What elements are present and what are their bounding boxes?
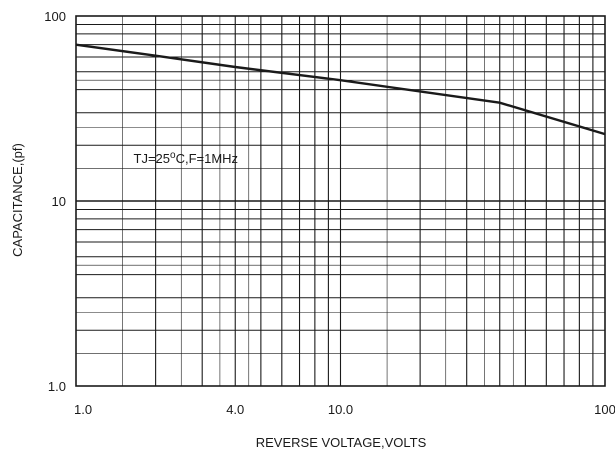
condition-annotation: TJ=25oC,F=1MHz <box>134 150 239 166</box>
capacitance-curve <box>75 43 606 136</box>
plot-frame <box>75 15 606 387</box>
annotation-degree: o <box>170 150 176 161</box>
series-layer <box>75 43 606 136</box>
y-tick-label: 100 <box>44 9 66 24</box>
y-tick-label: 10 <box>52 194 66 209</box>
x-tick-label: 4.0 <box>226 402 244 417</box>
annotation-suffix: C,F=1MHz <box>176 151 238 166</box>
grid <box>76 16 605 386</box>
tick-labels: 1.0 4.0 10.0 100 1.0 10 100 <box>44 9 615 417</box>
x-axis-label: REVERSE VOLTAGE,VOLTS <box>256 435 427 450</box>
x-tick-label: 1.0 <box>74 402 92 417</box>
x-tick-label: 10.0 <box>328 402 353 417</box>
y-tick-label: 1.0 <box>48 379 66 394</box>
annotation-prefix: TJ=25 <box>134 151 171 166</box>
y-axis-label: CAPACITANCE,(pf) <box>10 143 25 257</box>
x-tick-label: 100 <box>594 402 615 417</box>
